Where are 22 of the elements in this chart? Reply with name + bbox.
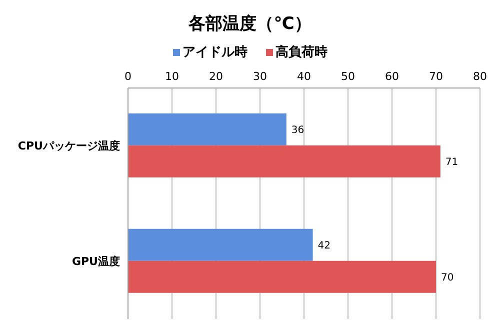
data-label: 42: [318, 240, 331, 252]
x-tick-label: 10: [165, 70, 179, 83]
bar: [128, 260, 436, 293]
chart-title: 各部温度（℃）: [187, 13, 312, 36]
data-label: 36: [291, 124, 304, 136]
y-tick-label: CPUパッケージ温度: [18, 140, 120, 153]
x-tick-label: 50: [341, 70, 355, 83]
data-label: 70: [441, 272, 454, 284]
x-tick-label: 30: [253, 70, 267, 83]
bar: [128, 113, 286, 146]
data-label: 71: [445, 156, 458, 168]
x-tick-label: 60: [385, 70, 399, 83]
x-tick-label: 0: [124, 70, 132, 83]
bar: [128, 145, 440, 178]
y-tick-label: GPU温度: [72, 255, 120, 268]
bar: [128, 228, 313, 261]
x-tick-label: 20: [209, 70, 223, 83]
x-tick-label: 80: [473, 70, 487, 83]
legend-label: アイドル時: [182, 44, 248, 61]
legend-label: 高負荷時: [276, 44, 328, 61]
x-tick-label: 70: [429, 70, 443, 83]
x-tick-label: 40: [297, 70, 311, 83]
